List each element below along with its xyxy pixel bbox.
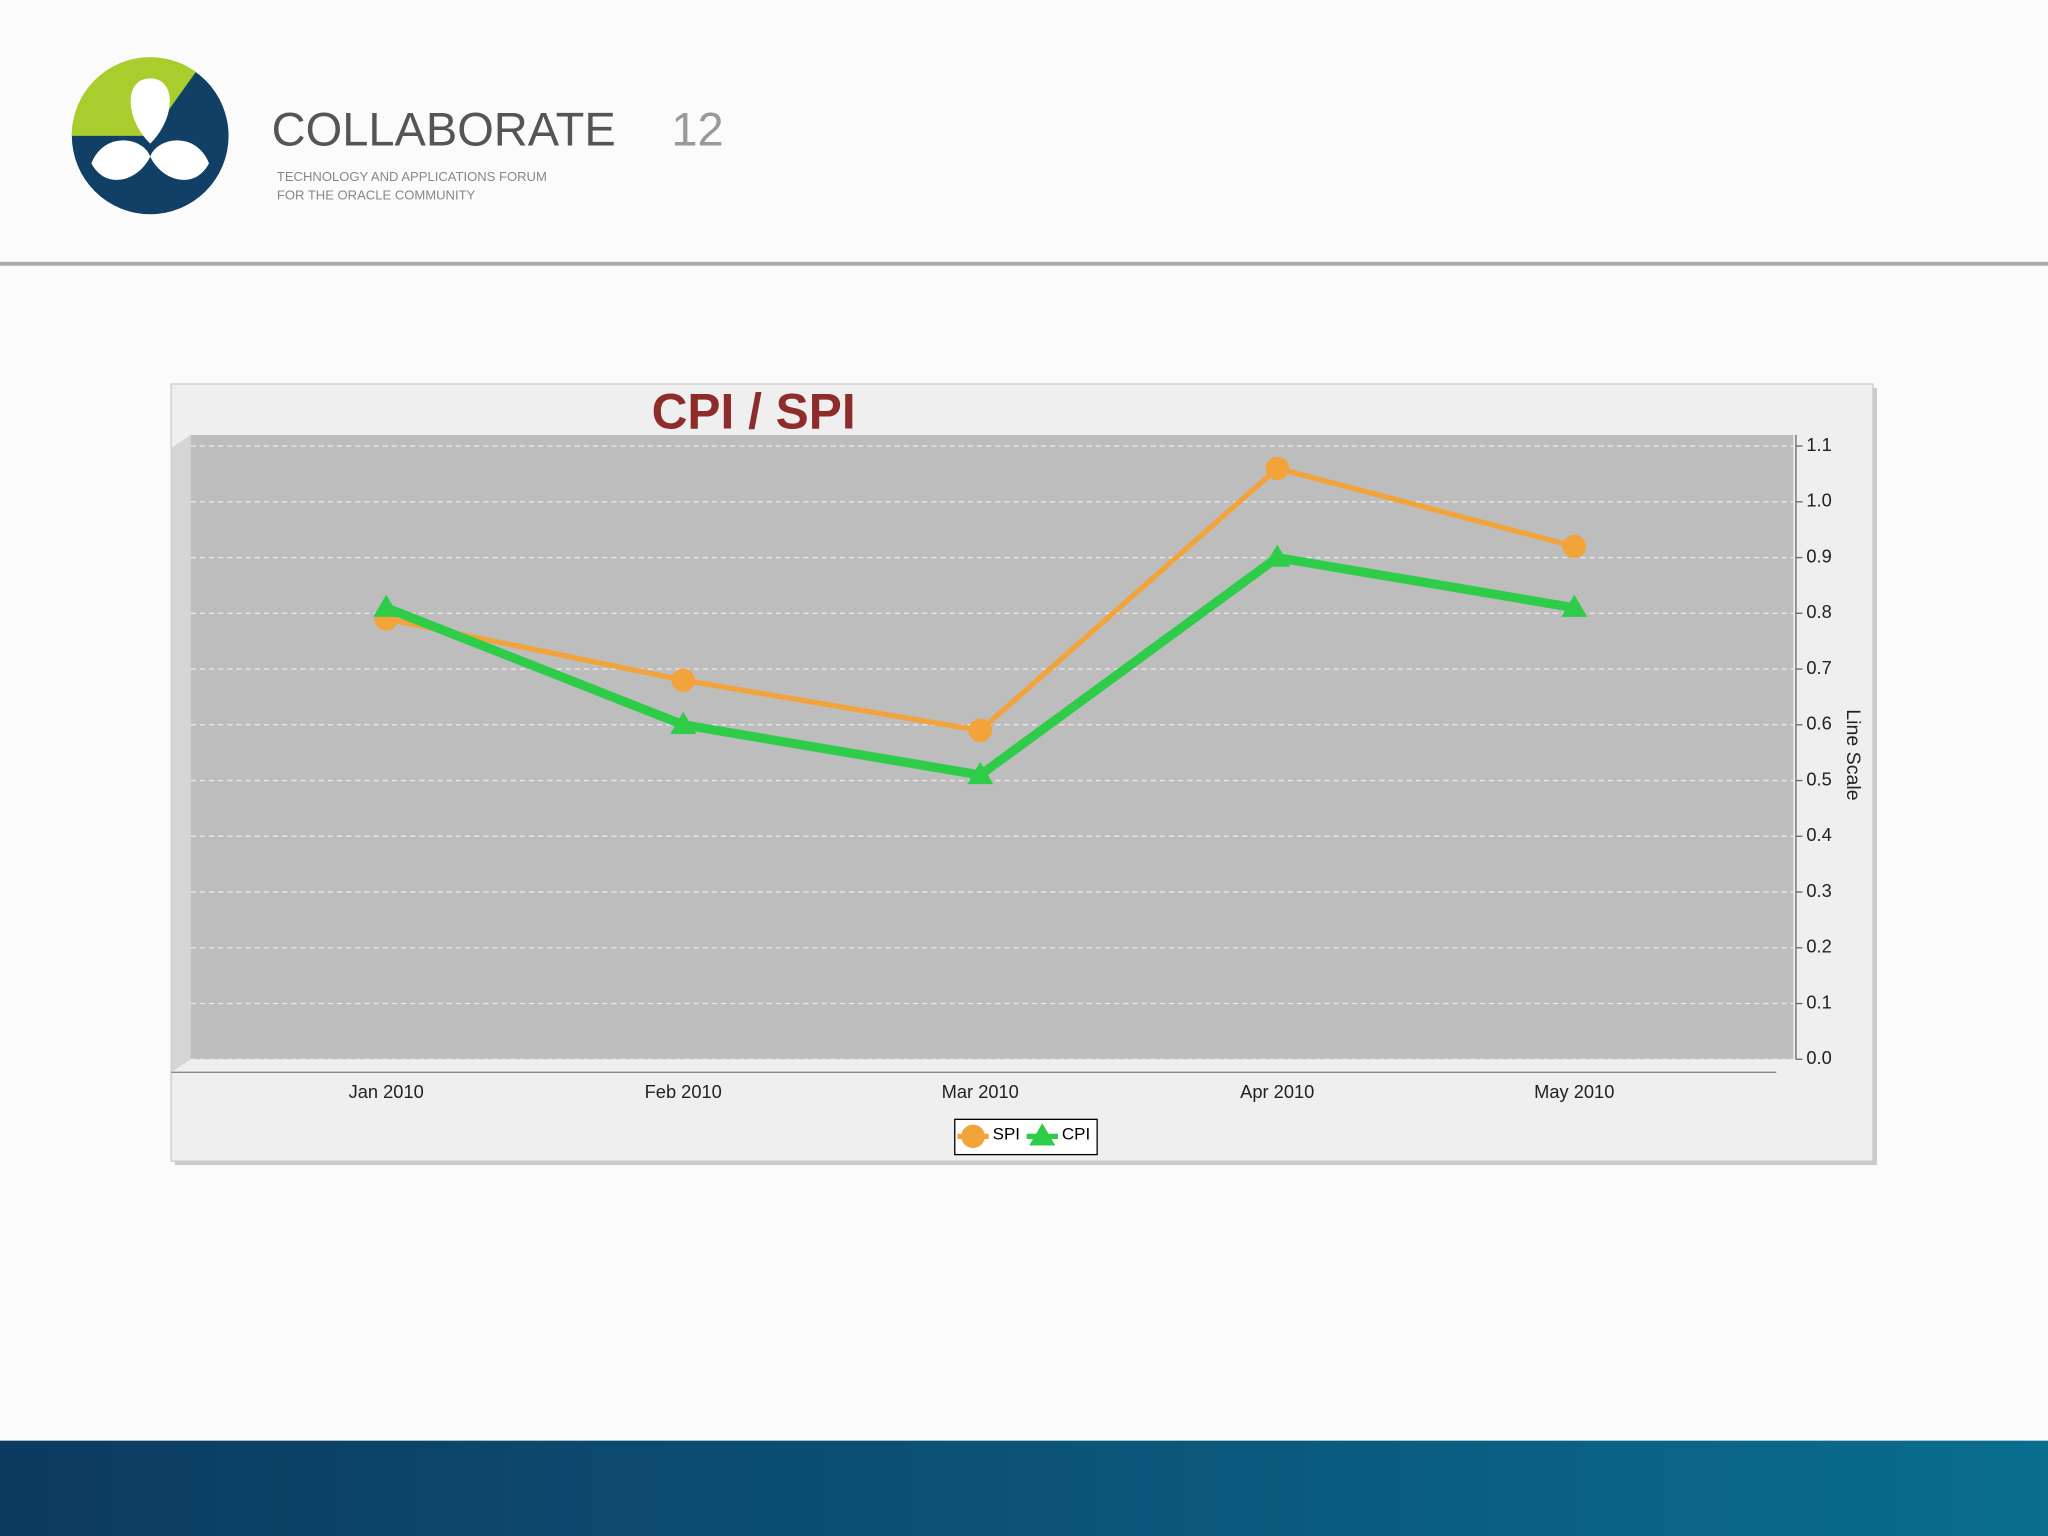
legend-marker [961, 1124, 985, 1149]
logo [71, 57, 229, 215]
y-tick-label: 0.9 [1806, 545, 1831, 566]
plot-side [171, 434, 191, 1073]
y-tick-label: 0.2 [1806, 936, 1831, 957]
point [1265, 456, 1290, 481]
legend-label: SPI [993, 1125, 1020, 1144]
y-tick-label: 0.1 [1806, 991, 1831, 1012]
x-tick-label: Apr 2010 [1240, 1081, 1314, 1102]
point [671, 668, 695, 692]
tagline: FOR THE ORACLE COMMUNITY [277, 187, 476, 202]
point [373, 594, 400, 617]
point [1562, 534, 1587, 559]
y-tick-label: 1.1 [1806, 434, 1831, 455]
y-tick-label: 0.7 [1806, 657, 1831, 678]
footer-bar [0, 1440, 2048, 1536]
legend-marker [1029, 1123, 1056, 1146]
y-axis-label: Line Scale [1842, 709, 1864, 801]
chart-title: CPI / SPI [652, 383, 856, 439]
point [967, 761, 994, 785]
point [1264, 544, 1291, 567]
plot: 0.0 0.1 0.2 0.3 0.4 0.5 0.6 0.7 0.8 0.9 1.0 1.1 Jan … [190, 434, 1832, 1149]
x-tick-label: May 2010 [1534, 1081, 1614, 1102]
edition: 12 [671, 103, 723, 156]
y-tick-label: 0.4 [1806, 824, 1831, 845]
brand: COLLABORATE [272, 103, 616, 156]
x-tick-label: Jan 2010 [349, 1081, 424, 1102]
y-tick-label: 0.8 [1806, 601, 1831, 622]
y-tick-label: 0.5 [1806, 768, 1831, 789]
tagline: TECHNOLOGY AND APPLICATIONS FORUM [277, 169, 547, 184]
x-tick-label: Mar 2010 [942, 1081, 1019, 1102]
legend-label: CPI [1062, 1125, 1090, 1144]
y-tick-label: 0.3 [1806, 880, 1831, 901]
point [968, 718, 992, 743]
y-tick-label: 1.0 [1806, 490, 1831, 511]
y-tick-label: 0.0 [1806, 1047, 1831, 1068]
plot-area [190, 434, 1794, 1060]
point [670, 711, 697, 734]
x-tick-label: Feb 2010 [645, 1081, 722, 1102]
y-tick-label: 0.6 [1806, 713, 1831, 734]
point [1561, 594, 1588, 617]
